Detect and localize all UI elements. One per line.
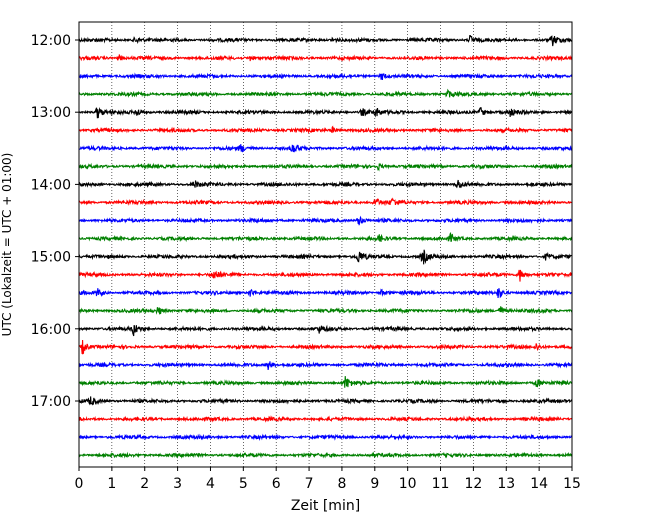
trace-line bbox=[78, 144, 573, 153]
trace-line bbox=[78, 376, 573, 388]
x-tick-label: 5 bbox=[239, 476, 248, 492]
x-tick-label: 15 bbox=[563, 476, 581, 492]
trace-line bbox=[78, 106, 573, 119]
y-tick-label: 14:00 bbox=[31, 177, 71, 193]
trace-line bbox=[78, 215, 573, 226]
y-tick-label: 15:00 bbox=[31, 250, 71, 266]
x-axis-label: Zeit [min] bbox=[291, 498, 360, 514]
trace-line bbox=[78, 179, 573, 189]
x-tick-label: 3 bbox=[173, 476, 182, 492]
trace-line bbox=[78, 396, 573, 406]
trace-line bbox=[78, 361, 573, 371]
x-tick-label: 8 bbox=[337, 476, 346, 492]
x-tick-label: 2 bbox=[140, 476, 149, 492]
trace-line bbox=[78, 306, 573, 315]
x-axis: 0 1 2 3 4 5 6 7 8 9 10 11 12 13 14 15 bbox=[75, 467, 581, 492]
trace-line bbox=[78, 269, 573, 282]
trace-line bbox=[78, 451, 573, 459]
x-tick-label: 11 bbox=[432, 476, 450, 492]
trace-line bbox=[78, 231, 573, 243]
vertical-grid bbox=[111, 22, 540, 467]
y-axis-label: UTC (Lokalzeit = UTC + 01:00) bbox=[0, 153, 14, 337]
trace-line bbox=[78, 249, 573, 265]
trace-line bbox=[78, 197, 573, 207]
trace-line bbox=[78, 88, 573, 98]
x-tick-label: 0 bbox=[75, 476, 84, 492]
trace-line bbox=[78, 125, 573, 135]
plot-frame bbox=[78, 21, 573, 468]
trace-line bbox=[78, 34, 573, 47]
y-tick-label: 16:00 bbox=[31, 322, 71, 338]
x-tick-label: 10 bbox=[399, 476, 417, 492]
trace-line bbox=[78, 415, 573, 423]
x-tick-label: 4 bbox=[206, 476, 215, 492]
trace-line bbox=[78, 433, 573, 441]
trace-line bbox=[78, 324, 573, 337]
x-tick-label: 14 bbox=[530, 476, 548, 492]
trace-line bbox=[78, 340, 573, 355]
x-tick-label: 9 bbox=[370, 476, 379, 492]
trace-group bbox=[78, 34, 573, 459]
y-axis: 12:00 13:00 14:00 15:00 16:00 17:00 bbox=[31, 33, 79, 410]
trace-line bbox=[78, 72, 573, 80]
y-tick-label: 13:00 bbox=[31, 105, 71, 121]
x-tick-label: 12 bbox=[464, 476, 482, 492]
x-tick-label: 13 bbox=[497, 476, 515, 492]
y-tick-label: 12:00 bbox=[31, 33, 71, 49]
trace-line bbox=[78, 54, 573, 62]
trace-line bbox=[78, 162, 573, 172]
x-tick-label: 1 bbox=[107, 476, 116, 492]
y-tick-label: 17:00 bbox=[31, 394, 71, 410]
trace-line bbox=[78, 288, 573, 299]
x-tick-label: 6 bbox=[272, 476, 281, 492]
x-tick-label: 7 bbox=[305, 476, 314, 492]
